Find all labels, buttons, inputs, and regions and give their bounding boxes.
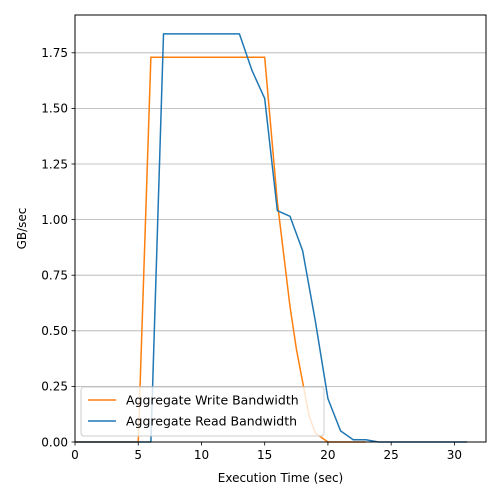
x-tick-label-2: 10 <box>194 448 209 462</box>
x-axis-ticks: 0 5 10 15 20 25 30 <box>71 442 462 462</box>
y-tick-label-4: 1.00 <box>41 213 68 227</box>
y-tick-label-5: 1.25 <box>41 157 68 171</box>
plot-area-frame <box>74 14 487 443</box>
x-tick-label-1: 5 <box>134 448 142 462</box>
legend-label-0: Aggregate Write Bandwidth <box>126 393 299 408</box>
legend-box <box>80 386 325 437</box>
x-tick-label-4: 20 <box>320 448 335 462</box>
x-tick-label-3: 15 <box>257 448 272 462</box>
x-tick-label-0: 0 <box>71 448 79 462</box>
y-tick-label-0: 0.00 <box>41 435 68 449</box>
y-axis-ticks: 0.00 0.25 0.50 0.75 1.00 1.25 1.50 1.75 <box>41 46 75 449</box>
y-tick-label-6: 1.50 <box>41 102 68 116</box>
y-tick-label-2: 0.50 <box>41 324 68 338</box>
y-tick-label-7: 1.75 <box>41 46 68 60</box>
y-tick-label-1: 0.25 <box>41 380 68 394</box>
y-axis-label: GB/sec <box>15 208 29 250</box>
x-axis-label: Execution Time (sec) <box>218 471 343 485</box>
legend: Aggregate Write Bandwidth Aggregate Read … <box>80 386 325 437</box>
y-tick-label-3: 0.75 <box>41 269 68 283</box>
x-tick-label-6: 30 <box>447 448 462 462</box>
series-line-0 <box>75 56 366 443</box>
x-tick-label-5: 25 <box>384 448 399 462</box>
legend-label-1: Aggregate Read Bandwidth <box>126 414 297 429</box>
